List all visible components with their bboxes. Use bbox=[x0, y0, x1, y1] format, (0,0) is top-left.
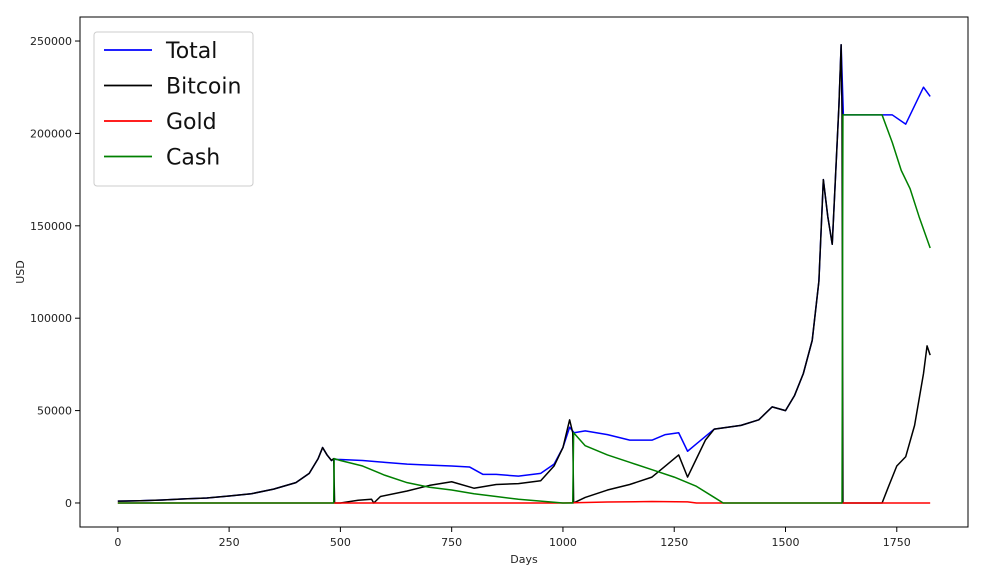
y-tick-label: 50000 bbox=[37, 405, 72, 418]
y-tick-label: 250000 bbox=[30, 35, 72, 48]
legend-box bbox=[93, 31, 254, 187]
legend-label-bitcoin: Bitcoin bbox=[166, 75, 241, 100]
x-axis-label: Days bbox=[510, 553, 538, 566]
y-tick-label: 150000 bbox=[30, 220, 72, 233]
x-tick-label: 0 bbox=[114, 536, 121, 549]
x-tick-label: 1000 bbox=[549, 536, 577, 549]
legend-label-total: Total bbox=[165, 39, 217, 64]
x-tick-label: 500 bbox=[330, 536, 351, 549]
plot-frame bbox=[79, 16, 969, 528]
series-line-bitcoin bbox=[117, 43, 931, 504]
legend-label-cash: Cash bbox=[166, 146, 220, 171]
x-tick-label: 1750 bbox=[883, 536, 911, 549]
x-tick-label: 750 bbox=[441, 536, 462, 549]
series-line-cash bbox=[117, 114, 931, 504]
y-tick-label: 0 bbox=[65, 497, 72, 510]
x-tick-label: 1250 bbox=[660, 536, 688, 549]
x-tick-label: 1500 bbox=[772, 536, 800, 549]
axes-group: 0 250 500 750 1000 1250 1500 1750 0 50000 100000 15… bbox=[14, 16, 969, 566]
legend: Total Bitcoin Gold Cash bbox=[93, 31, 254, 187]
x-tick-label: 250 bbox=[219, 536, 240, 549]
legend-label-gold: Gold bbox=[166, 110, 217, 135]
y-tick-label: 100000 bbox=[30, 312, 72, 325]
y-tick-label: 200000 bbox=[30, 127, 72, 140]
plot-group bbox=[117, 43, 931, 504]
y-axis-label: USD bbox=[14, 260, 27, 284]
